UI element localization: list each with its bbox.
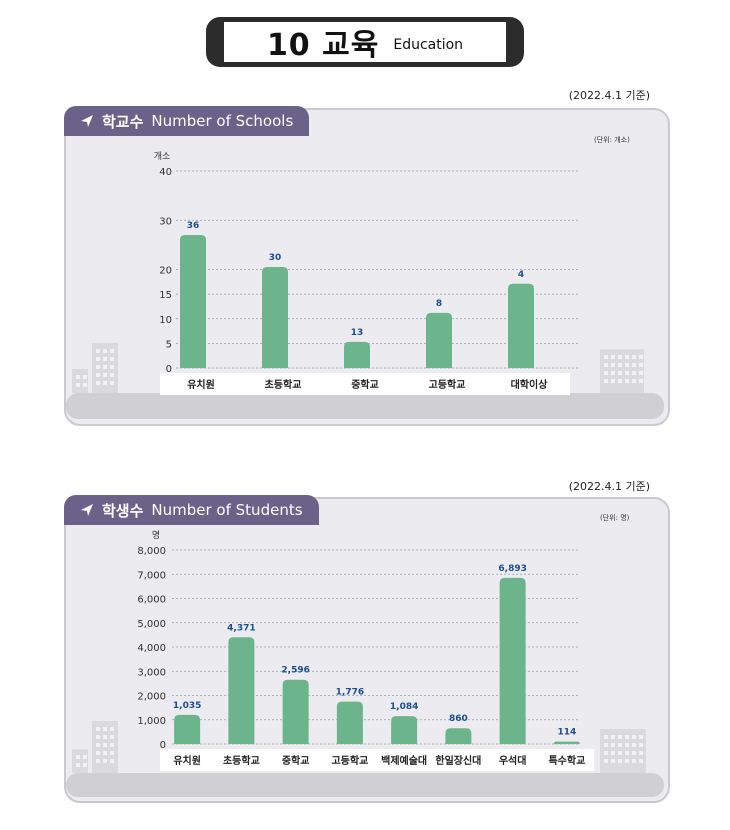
schools-chart: 개소 0 5 10 15 20 30 40 36 유치원 30 초등학교 13 중학교 8 고등학교 4 대학이상 — [66, 151, 664, 419]
category-label: 고등학교 — [331, 754, 368, 767]
y-tick-label: 20 — [159, 266, 172, 277]
data-label: 114 — [557, 728, 576, 738]
students-panel-tab: 학생수 Number of Students — [64, 495, 319, 525]
y-tick-label: 4,000 — [137, 643, 166, 654]
schools-unit-note: (단위: 개소) — [594, 136, 630, 144]
students-chart: 명 0 1,000 2,000 3,000 4,000 5,000 6,000 7,000 8,0… — [66, 530, 664, 797]
y-tick-label: 7,000 — [137, 570, 166, 581]
paper-plane-icon — [81, 115, 93, 127]
paper-plane-icon — [81, 504, 93, 516]
data-label: 1,035 — [173, 701, 201, 711]
bar — [553, 741, 580, 744]
students-title-kr: 학생수 — [102, 501, 144, 520]
building-icon — [92, 343, 118, 393]
bar — [499, 577, 526, 744]
category-band — [160, 749, 594, 771]
building-icon — [72, 369, 88, 393]
data-label: 8 — [436, 299, 442, 309]
category-label: 초등학교 — [265, 378, 302, 391]
y-tick-label: 0 — [160, 740, 166, 751]
data-label: 860 — [449, 714, 468, 724]
y-axis-unit: 개소 — [154, 151, 171, 162]
schools-basis-date: (2022.4.1 기준) — [568, 89, 650, 102]
category-label: 중학교 — [282, 754, 310, 767]
bar — [180, 235, 206, 368]
category-label: 백제예술대 — [381, 754, 427, 767]
category-label: 유치원 — [173, 754, 201, 767]
bar — [508, 283, 534, 368]
bar — [336, 701, 363, 744]
data-label: 36 — [187, 221, 200, 231]
data-label: 1,084 — [390, 702, 418, 712]
y-tick-label: 10 — [159, 315, 172, 326]
data-label: 30 — [269, 253, 282, 263]
bar — [391, 716, 418, 744]
y-tick-label: 1,000 — [137, 716, 166, 727]
schools-panel-tab: 학교수 Number of Schools — [64, 106, 310, 136]
category-label: 특수학교 — [548, 754, 585, 767]
ground-strip — [66, 773, 664, 797]
y-tick-label: 3,000 — [137, 667, 166, 678]
y-axis-unit: 명 — [152, 530, 160, 541]
y-tick-label: 15 — [159, 290, 172, 301]
schools-title-kr: 학교수 — [102, 112, 144, 131]
y-tick-label: 40 — [159, 167, 172, 178]
bar — [344, 341, 370, 368]
section-subtitle: Education — [393, 37, 464, 53]
data-label: 4 — [518, 270, 524, 280]
category-band — [160, 373, 570, 395]
students-title-en: Number of Students — [151, 501, 303, 519]
category-label: 초등학교 — [223, 754, 260, 767]
schools-title-en: Number of Schools — [151, 112, 294, 130]
data-label: 4,371 — [227, 623, 255, 633]
data-label: 2,596 — [281, 666, 309, 676]
students-basis-date: (2022.4.1 기준) — [568, 480, 650, 493]
y-tick-label: 8,000 — [137, 546, 166, 557]
y-tick-label: 5 — [166, 339, 172, 350]
category-label: 중학교 — [351, 378, 379, 391]
y-tick-label: 0 — [166, 364, 172, 375]
section-title-banner: 10 교육 Education — [206, 17, 524, 67]
y-tick-label: 6,000 — [137, 595, 166, 606]
data-label: 13 — [351, 328, 364, 338]
bar — [262, 267, 288, 368]
y-tick-label: 5,000 — [137, 619, 166, 630]
y-tick-label: 2,000 — [137, 692, 166, 703]
students-unit-note: (단위: 명) — [600, 514, 630, 522]
bar — [174, 714, 201, 744]
building-icon — [92, 721, 118, 773]
data-label: 6,893 — [498, 564, 526, 574]
section-title-inner: 10 교육 Education — [224, 22, 506, 63]
category-label: 우석대 — [499, 754, 527, 767]
bar — [445, 728, 472, 744]
bar — [426, 312, 452, 368]
section-title: 10 교육 — [266, 28, 380, 63]
data-label: 1,776 — [336, 688, 364, 698]
bar — [228, 637, 255, 744]
building-icon — [600, 349, 644, 393]
ground-strip — [66, 393, 664, 419]
category-label: 한일장신대 — [435, 754, 481, 767]
category-label: 고등학교 — [429, 378, 466, 391]
category-label: 대학이상 — [511, 378, 549, 391]
bar — [282, 679, 309, 744]
y-tick-label: 30 — [159, 216, 172, 227]
building-icon — [72, 749, 88, 773]
category-label: 유치원 — [187, 378, 215, 391]
building-icon — [600, 729, 646, 773]
